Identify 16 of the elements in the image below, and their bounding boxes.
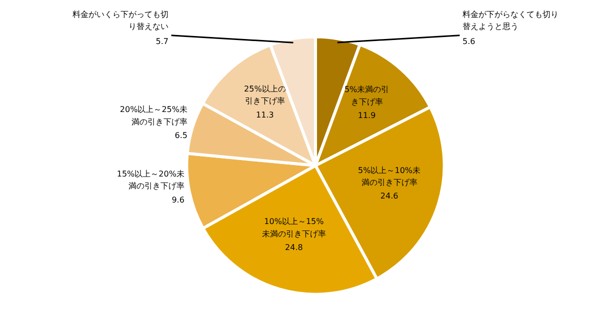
data-label: 5.7: [156, 37, 169, 46]
slice-label: 10%以上～15%未満の引き下げ率: [262, 217, 326, 238]
data-label: 11.9: [358, 110, 376, 120]
slice-label: 5%未満の引き下げ率: [344, 85, 390, 106]
slice-label: 5%以上～10%未満の引き下げ率: [358, 166, 421, 188]
slice-label: 15%以上～20%未満の引き下げ率: [116, 170, 184, 191]
data-label: 11.3: [256, 110, 274, 120]
slice-label: 料金が下がらなくても切り替えようと思う: [462, 10, 558, 32]
slice-label: 25%以上の引き下げ率: [244, 84, 286, 106]
slice-label: 20%以上～25%未満の引き下げ率: [120, 105, 188, 126]
data-label: 6.5: [174, 130, 188, 140]
data-label: 24.8: [285, 242, 303, 252]
data-label: 9.6: [172, 195, 184, 204]
slice-label: 料金がいくら下がっても切り替えない: [72, 10, 168, 32]
data-label: 5.6: [462, 37, 476, 46]
data-label: 24.6: [380, 192, 398, 201]
